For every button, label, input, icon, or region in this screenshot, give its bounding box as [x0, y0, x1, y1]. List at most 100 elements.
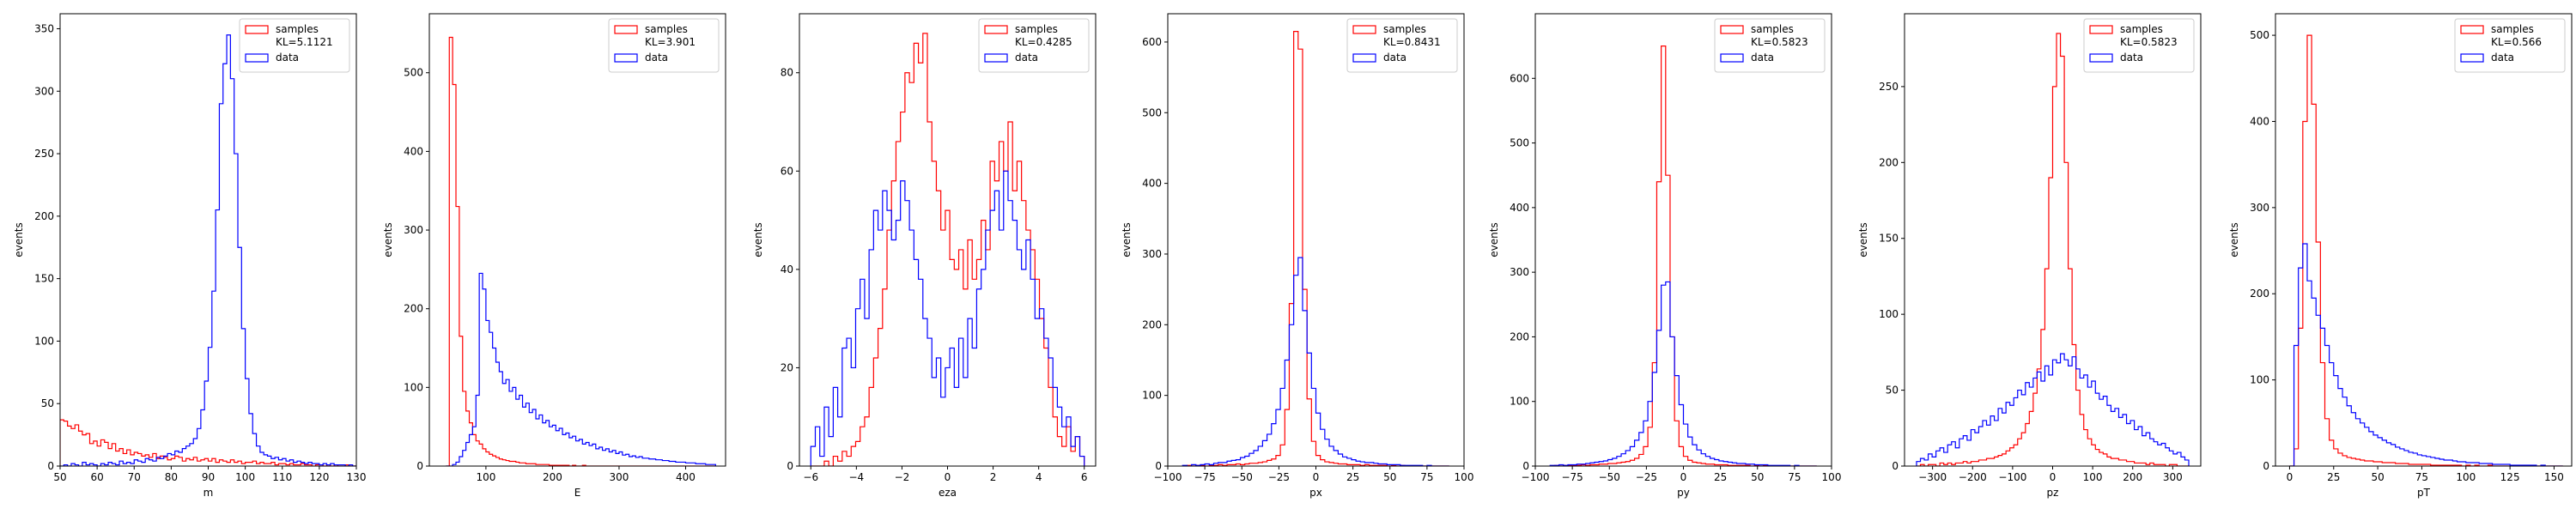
x-tick-label: 200	[543, 471, 562, 483]
y-tick-label: 300	[1510, 266, 1529, 278]
series-samples-step-line	[1550, 45, 1817, 466]
histogram-panel-m: 50 60 70 80 90 100 110 120 130050100150200250300…	[13, 13, 367, 499]
legend-swatch-data	[2089, 53, 2113, 63]
y-tick-label: 80	[781, 67, 793, 79]
x-tick-label: −75	[1561, 471, 1583, 483]
axes-frame	[799, 13, 1097, 467]
legend-label-samples: samples	[1383, 23, 1426, 35]
x-tick-label: 25	[1346, 471, 1359, 483]
x-axis-label: px	[1309, 487, 1322, 499]
legend-swatch-samples	[614, 25, 638, 34]
series-data-step-line	[60, 34, 356, 466]
legend-kl-value: KL=0.566	[2491, 36, 2542, 48]
y-tick-label: 250	[34, 148, 54, 160]
y-tick-label: 200	[404, 303, 423, 315]
legend-label-data: data	[1383, 52, 1406, 64]
x-axis-label: eza	[939, 487, 957, 499]
y-tick-label: 0	[1155, 460, 1162, 472]
x-tick-label: 0	[2287, 471, 2293, 483]
axes-frame	[428, 13, 726, 467]
y-tick-label: 400	[1510, 202, 1529, 214]
legend-box	[239, 18, 350, 73]
x-tick-label: 110	[272, 471, 292, 483]
y-tick-label: 20	[781, 361, 793, 373]
legend-box	[2454, 18, 2566, 73]
axes-frame	[2275, 13, 2573, 467]
x-tick-label: −4	[848, 471, 864, 483]
y-axis-label: events	[2228, 222, 2240, 257]
x-tick-label: 400	[676, 471, 696, 483]
legend-label-samples: samples	[2491, 23, 2534, 35]
legend-swatch-samples	[245, 25, 269, 34]
x-tick-label: 70	[128, 471, 141, 483]
x-tick-label: 50	[1383, 471, 1396, 483]
legend-box	[1714, 18, 1826, 73]
x-tick-label: −100	[1154, 471, 1182, 483]
legend-kl-value: KL=0.4285	[1015, 36, 1072, 48]
x-tick-label: 75	[2415, 471, 2428, 483]
x-tick-label: 0	[945, 471, 951, 483]
series-data-step-line	[446, 272, 716, 466]
y-axis-label: events	[382, 222, 394, 257]
y-tick-label: 200	[34, 210, 54, 222]
y-tick-label: 200	[1879, 156, 1899, 168]
y-tick-label: 60	[781, 165, 793, 177]
y-tick-label: 200	[1510, 330, 1529, 342]
legend-label-data: data	[645, 52, 668, 64]
x-tick-label: 25	[1714, 471, 1727, 483]
legend-kl-value: KL=5.1121	[276, 36, 333, 48]
legend-label-data: data	[2120, 52, 2143, 64]
axes-frame	[1534, 13, 1832, 467]
legend-swatch-samples	[2460, 25, 2484, 34]
legend-label-data: data	[276, 52, 299, 64]
series-samples-step-line	[811, 33, 1085, 466]
y-tick-label: 150	[34, 273, 54, 285]
y-tick-label: 350	[34, 22, 54, 34]
x-tick-label: 130	[347, 471, 367, 483]
x-tick-label: 75	[1420, 471, 1433, 483]
x-tick-label: 100	[1455, 471, 1474, 483]
histogram-panel-py: −100 −75 −50 −25 0 25 50 75 100 0 100 200 300 400 500 6…	[1488, 13, 1841, 499]
y-tick-label: 100	[1510, 396, 1529, 408]
y-tick-label: 400	[2250, 115, 2269, 127]
y-axis-label: events	[13, 222, 25, 257]
legend-swatch-samples	[984, 25, 1008, 34]
legend-swatch-samples	[1720, 25, 1744, 34]
legend-label-data: data	[2491, 52, 2514, 64]
y-tick-label: 600	[1510, 72, 1529, 84]
x-tick-label: 60	[90, 471, 103, 483]
axes-frame	[59, 13, 357, 467]
x-tick-label: 125	[2500, 471, 2520, 483]
y-tick-label: 500	[404, 67, 423, 79]
legend-label-samples: samples	[1015, 23, 1058, 35]
x-tick-label: 6	[1081, 471, 1088, 483]
x-tick-label: 2	[990, 471, 997, 483]
y-axis-label: events	[752, 222, 764, 257]
y-tick-label: 150	[1879, 233, 1899, 245]
series-data-step-line	[1182, 257, 1449, 466]
x-tick-label: 0	[1680, 471, 1687, 483]
legend-swatch-samples	[1352, 25, 1376, 34]
x-tick-label: 100	[476, 471, 495, 483]
legend-label-samples: samples	[2120, 23, 2163, 35]
legend-swatch-data	[614, 53, 638, 63]
y-tick-label: 300	[1142, 248, 1162, 260]
x-tick-label: 300	[2163, 471, 2183, 483]
series-data-step-line	[2289, 243, 2563, 466]
x-tick-label: −6	[803, 471, 818, 483]
y-tick-label: 100	[34, 335, 54, 347]
y-tick-label: 0	[2263, 460, 2269, 472]
y-tick-label: 100	[2250, 374, 2269, 386]
y-tick-label: 100	[1142, 390, 1162, 402]
y-tick-label: 500	[2250, 29, 2269, 41]
y-axis-label: events	[1121, 222, 1133, 257]
x-tick-label: 80	[165, 471, 178, 483]
y-tick-label: 100	[404, 381, 423, 393]
series-data-step-line	[1549, 281, 1817, 466]
x-tick-label: 25	[2327, 471, 2340, 483]
